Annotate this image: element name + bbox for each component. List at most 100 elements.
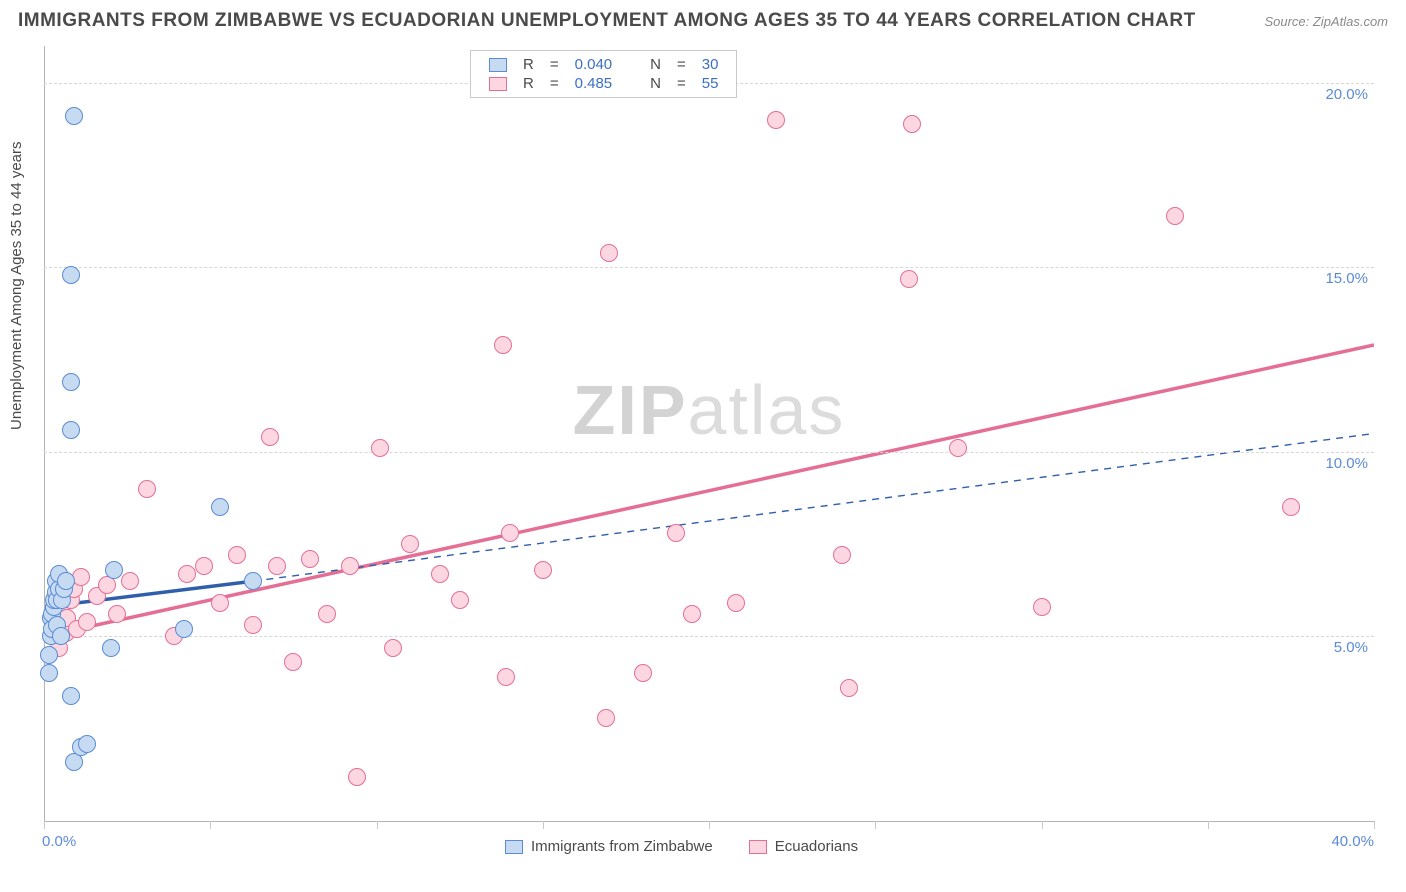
data-point-zimbabwe (62, 266, 80, 284)
x-tick (1374, 821, 1375, 829)
data-point-ecuadorian (401, 535, 419, 553)
legend-swatch (505, 840, 523, 854)
data-point-ecuadorian (451, 591, 469, 609)
legend-swatch (489, 77, 507, 91)
legend-r-value: 0.040 (567, 55, 621, 74)
data-point-zimbabwe (244, 572, 262, 590)
data-point-zimbabwe (40, 664, 58, 682)
data-point-ecuadorian (348, 768, 366, 786)
data-point-ecuadorian (833, 546, 851, 564)
legend-r-value: 0.485 (567, 74, 621, 93)
data-point-ecuadorian (767, 111, 785, 129)
data-point-ecuadorian (244, 616, 262, 634)
data-point-ecuadorian (318, 605, 336, 623)
data-point-ecuadorian (497, 668, 515, 686)
data-point-zimbabwe (40, 646, 58, 664)
data-point-ecuadorian (178, 565, 196, 583)
data-point-ecuadorian (228, 546, 246, 564)
data-point-ecuadorian (78, 613, 96, 631)
data-point-ecuadorian (900, 270, 918, 288)
legend-n-value: 30 (694, 55, 727, 74)
watermark: ZIPatlas (573, 370, 846, 450)
legend-stats-row: R=0.040N=30 (481, 55, 726, 74)
data-point-zimbabwe (65, 107, 83, 125)
data-point-zimbabwe (57, 572, 75, 590)
y-tick-label: 5.0% (1334, 639, 1368, 656)
gridline (44, 267, 1374, 268)
plot-area: ZIPatlas 5.0%10.0%15.0%20.0%0.0%40.0% (44, 46, 1374, 821)
data-point-ecuadorian (727, 594, 745, 612)
data-point-zimbabwe (102, 639, 120, 657)
x-tick (44, 821, 45, 829)
data-point-ecuadorian (1033, 598, 1051, 616)
x-tick (1208, 821, 1209, 829)
legend-stats-row: R=0.485N=55 (481, 74, 726, 93)
data-point-ecuadorian (268, 557, 286, 575)
data-point-ecuadorian (431, 565, 449, 583)
legend-series: Immigrants from Zimbabwe Ecuadorians (505, 838, 858, 855)
chart-title: IMMIGRANTS FROM ZIMBABWE VS ECUADORIAN U… (18, 10, 1196, 32)
x-tick-label-min: 0.0% (42, 833, 76, 850)
data-point-ecuadorian (121, 572, 139, 590)
data-point-ecuadorian (1166, 207, 1184, 225)
legend-stats: R=0.040N=30R=0.485N=55 (470, 50, 737, 98)
data-point-ecuadorian (138, 480, 156, 498)
legend-label: Ecuadorians (775, 838, 858, 855)
data-point-ecuadorian (371, 439, 389, 457)
data-point-ecuadorian (949, 439, 967, 457)
source-attribution: Source: ZipAtlas.com (1264, 14, 1388, 29)
legend-item: Ecuadorians (749, 838, 858, 855)
gridline (44, 636, 1374, 637)
data-point-ecuadorian (667, 524, 685, 542)
y-tick-label: 10.0% (1325, 455, 1368, 472)
data-point-zimbabwe (78, 735, 96, 753)
legend-item: Immigrants from Zimbabwe (505, 838, 713, 855)
data-point-ecuadorian (284, 653, 302, 671)
data-point-ecuadorian (634, 664, 652, 682)
x-tick (709, 821, 710, 829)
data-point-ecuadorian (1282, 498, 1300, 516)
data-point-ecuadorian (384, 639, 402, 657)
legend-n-label: N (642, 55, 669, 74)
data-point-ecuadorian (683, 605, 701, 623)
y-tick-label: 15.0% (1325, 270, 1368, 287)
data-point-ecuadorian (261, 428, 279, 446)
data-point-ecuadorian (211, 594, 229, 612)
data-point-zimbabwe (52, 627, 70, 645)
data-point-ecuadorian (501, 524, 519, 542)
data-point-ecuadorian (597, 709, 615, 727)
data-point-ecuadorian (301, 550, 319, 568)
gridline (44, 452, 1374, 453)
y-axis-line (44, 46, 45, 821)
data-point-ecuadorian (195, 557, 213, 575)
data-point-ecuadorian (108, 605, 126, 623)
data-point-ecuadorian (341, 557, 359, 575)
data-point-zimbabwe (62, 421, 80, 439)
legend-label: Immigrants from Zimbabwe (531, 838, 713, 855)
y-tick-label: 20.0% (1325, 86, 1368, 103)
legend-swatch (489, 58, 507, 72)
data-point-zimbabwe (105, 561, 123, 579)
legend-n-value: 55 (694, 74, 727, 93)
trend-lines (44, 46, 1374, 821)
x-tick (210, 821, 211, 829)
data-point-zimbabwe (62, 373, 80, 391)
data-point-zimbabwe (211, 498, 229, 516)
data-point-ecuadorian (840, 679, 858, 697)
legend-r-label: R (515, 74, 542, 93)
legend-swatch (749, 840, 767, 854)
legend-r-label: R (515, 55, 542, 74)
data-point-zimbabwe (175, 620, 193, 638)
legend-stats-table: R=0.040N=30R=0.485N=55 (481, 55, 726, 93)
legend-n-label: N (642, 74, 669, 93)
x-tick (543, 821, 544, 829)
data-point-ecuadorian (600, 244, 618, 262)
x-tick (875, 821, 876, 829)
x-tick (1042, 821, 1043, 829)
x-tick (377, 821, 378, 829)
data-point-ecuadorian (494, 336, 512, 354)
data-point-ecuadorian (903, 115, 921, 133)
x-tick-label-max: 40.0% (1331, 833, 1374, 850)
y-axis-label: Unemployment Among Ages 35 to 44 years (8, 141, 25, 430)
data-point-ecuadorian (534, 561, 552, 579)
